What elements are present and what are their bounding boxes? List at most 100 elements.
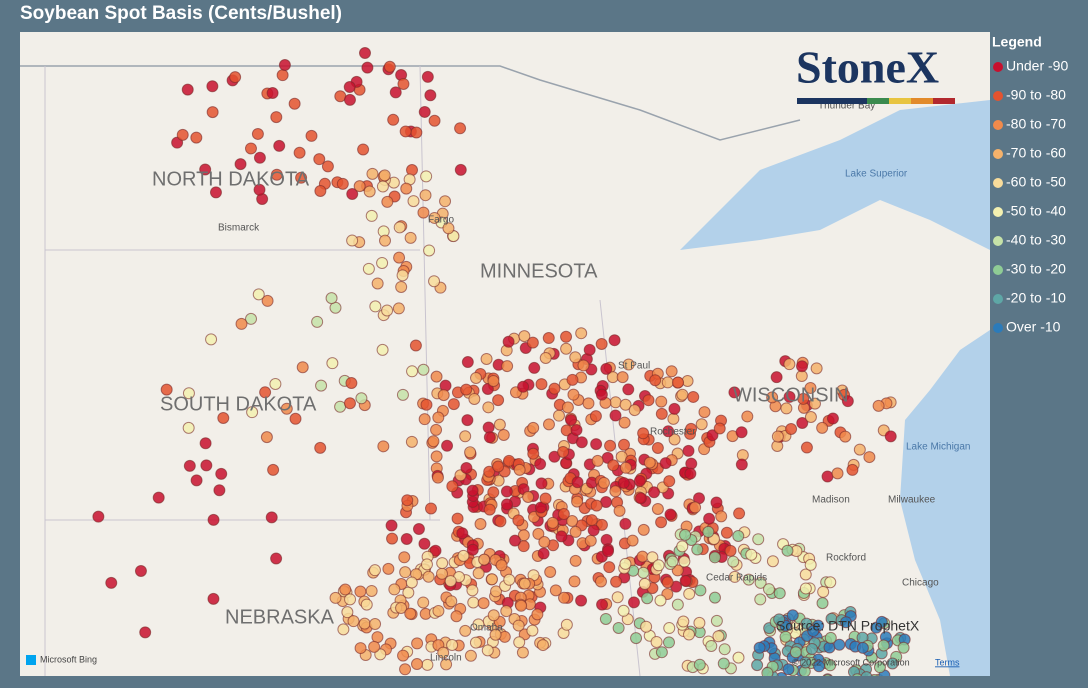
site-dot [708, 591, 721, 604]
site-dot [376, 343, 389, 356]
site-dot [451, 512, 464, 525]
site-dot [676, 540, 689, 553]
site-dot [396, 388, 409, 401]
site-dot [693, 658, 706, 671]
site-dot [365, 209, 378, 222]
site-dot [389, 86, 402, 99]
site-dot [595, 518, 608, 531]
site-dot [527, 421, 540, 434]
site-dot [354, 642, 367, 655]
site-dot [459, 430, 472, 443]
site-dot [800, 617, 813, 630]
site-dot [761, 666, 774, 676]
site-dot [494, 515, 507, 528]
site-dot [273, 139, 286, 152]
site-dot [492, 460, 505, 473]
site-dot [267, 463, 280, 476]
site-dot [343, 397, 356, 410]
site-dot [182, 421, 195, 434]
site-dot [604, 439, 617, 452]
site-dot [509, 534, 522, 547]
site-dot [766, 391, 779, 404]
site-dot [421, 70, 434, 83]
site-dot [515, 599, 528, 612]
site-dot [897, 641, 910, 654]
site-dot [694, 584, 707, 597]
site-dot [773, 613, 786, 626]
site-dot [804, 381, 817, 394]
site-dot [378, 234, 391, 247]
legend: Under -90 -90 to -80 -80 to -70 -70 to -60 -… [993, 58, 1068, 335]
site-dot [773, 587, 786, 600]
site-dot [679, 574, 692, 587]
site-dot [786, 609, 799, 622]
site-dot [752, 533, 765, 546]
water-label: Lake Michigan [906, 442, 970, 453]
site-dot [315, 379, 328, 392]
site-dot [799, 656, 812, 669]
site-dot [560, 342, 573, 355]
site-dot [619, 557, 632, 570]
site-dot [569, 525, 582, 538]
site-dot [376, 180, 389, 193]
site-dot [400, 182, 413, 195]
site-dot [821, 470, 834, 483]
site-dot [517, 529, 530, 542]
site-dot [485, 573, 498, 586]
state-lines [44, 65, 641, 676]
site-dot [535, 378, 548, 391]
terms-link[interactable]: Terms [935, 657, 960, 667]
site-dot [347, 615, 360, 628]
site-dot [823, 682, 834, 688]
site-dot [558, 591, 571, 604]
site-dot [252, 288, 265, 301]
site-dot [753, 641, 766, 654]
site-dot [607, 459, 620, 472]
site-dot [234, 158, 247, 171]
site-dot [487, 486, 500, 499]
logo-bar [797, 98, 867, 104]
site-dot [399, 566, 412, 579]
site-dot [244, 142, 257, 155]
site-dot [381, 304, 394, 317]
site-dot [454, 122, 467, 135]
site-dot [609, 409, 622, 422]
site-dot [636, 550, 649, 563]
site-dot [358, 617, 371, 630]
site-dot [804, 558, 817, 571]
site-dot [429, 544, 442, 557]
site-dot [583, 343, 596, 356]
site-dot [542, 332, 555, 345]
site-dot [735, 426, 748, 439]
legend-label: -90 to -80 [1006, 87, 1066, 103]
site-dot [800, 441, 813, 454]
site-dot [329, 591, 342, 604]
site-dot [549, 584, 562, 597]
site-dot [253, 151, 266, 164]
site-dot [789, 646, 802, 659]
site-dot [655, 516, 668, 529]
site-dot [432, 604, 445, 617]
site-dot [868, 675, 875, 676]
site-dot [840, 616, 853, 629]
site-dot [423, 244, 436, 257]
site-dot [650, 635, 663, 648]
site-dot [539, 492, 552, 505]
site-dot [831, 467, 844, 480]
site-dot [176, 128, 189, 141]
site-dot [770, 371, 783, 384]
site-dot [662, 636, 675, 649]
site-dot [466, 484, 479, 497]
legend-swatch [993, 91, 1003, 101]
logo: StoneX [796, 42, 939, 93]
site-dot [393, 221, 406, 234]
site-dot [619, 461, 632, 474]
site-dot [396, 269, 409, 282]
site-dot [417, 596, 430, 609]
site-dot [92, 510, 105, 523]
site-dot [678, 555, 691, 568]
site-dot [853, 443, 866, 456]
site-dot [483, 503, 496, 516]
site-dot [397, 649, 410, 662]
